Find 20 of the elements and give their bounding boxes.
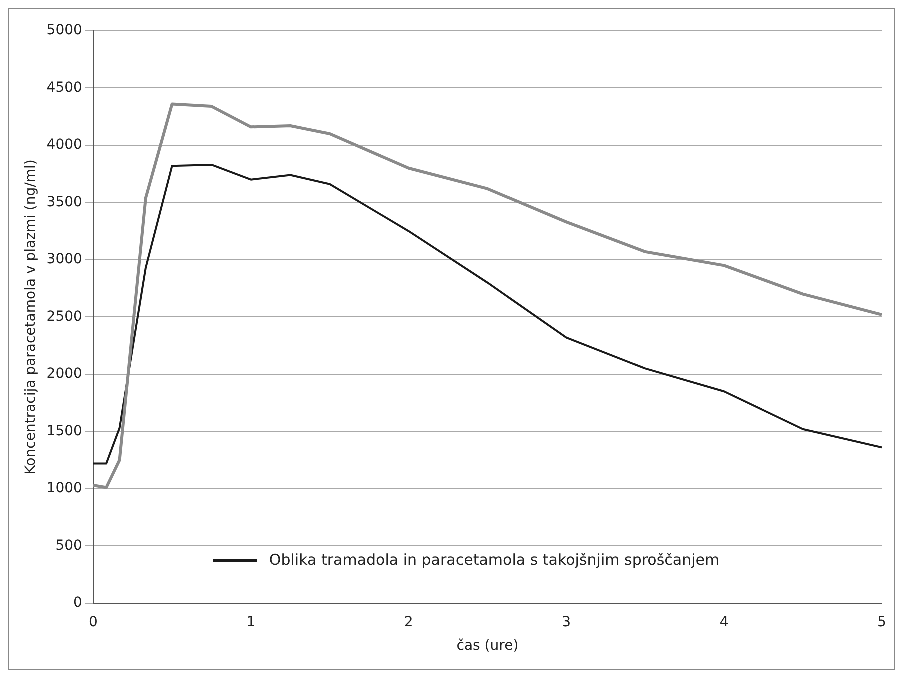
y-axis-title: Koncentracija paracetamola v plazmi (ng/ml) [23, 160, 40, 475]
y-tick-label: 3000 [46, 252, 82, 268]
y-tick-label: 1500 [46, 423, 82, 440]
y-tick-label: 0 [74, 595, 82, 612]
y-tick-label: 1000 [46, 480, 82, 497]
y-tick-label: 4000 [46, 137, 82, 154]
x-tick-label: 2 [404, 614, 414, 630]
y-tick-label: 4500 [46, 80, 82, 96]
y-tick-label: 5000 [46, 22, 82, 39]
y-tick-label: 3500 [46, 194, 82, 210]
x-tick-label: 3 [562, 614, 572, 630]
x-tick-label: 5 [878, 614, 886, 630]
x-tick-label: 1 [246, 614, 256, 630]
y-tick-label: 2000 [46, 366, 82, 382]
y-tick-label: 2500 [46, 308, 82, 325]
x-axis-title: čas (ure) [456, 638, 519, 654]
legend-label: Oblika tramadola in paracetamola s takojšnjim sproščanjem [269, 551, 720, 570]
y-tick-label: 500 [56, 538, 82, 554]
x-tick-label: 4 [720, 614, 729, 630]
x-tick-label: 0 [88, 614, 98, 630]
